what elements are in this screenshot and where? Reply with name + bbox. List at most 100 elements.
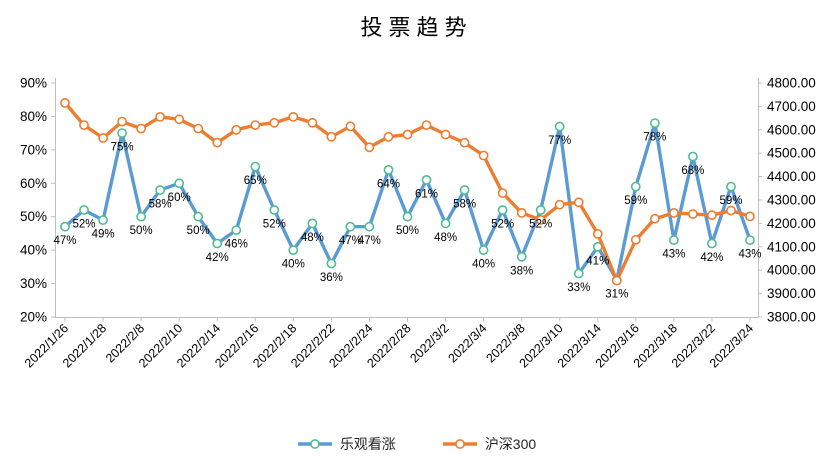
data-point-label: 50% (130, 225, 153, 237)
data-point-marker (269, 117, 280, 128)
x-axis-tick-label: 2022/3/2 (407, 321, 451, 365)
data-point-marker (535, 205, 546, 215)
data-point-label: 58% (453, 199, 476, 211)
data-point-marker (478, 245, 489, 255)
data-point-marker (155, 112, 165, 122)
data-point-label: 52% (529, 219, 552, 231)
data-point-marker (459, 137, 470, 148)
left-axis-tick-label: 70% (20, 142, 47, 157)
data-point-marker (650, 213, 660, 224)
data-point-marker (79, 120, 89, 130)
data-point-marker (516, 207, 527, 218)
data-point-marker (250, 120, 261, 130)
data-point-marker (421, 174, 432, 185)
data-point-label: 42% (700, 252, 723, 264)
data-point-label: 75% (111, 142, 134, 154)
data-point-label: 59% (719, 195, 742, 207)
data-point-label: 50% (396, 225, 419, 237)
data-point-marker (250, 161, 261, 172)
left-axis-tick-label: 40% (20, 243, 47, 258)
x-axis: 2022/1/262022/1/282022/2/82022/2/102022/… (22, 317, 756, 370)
data-point-label: 38% (510, 265, 533, 277)
chart-title: 投票趋势 (360, 16, 473, 41)
data-point-label: 47% (339, 235, 362, 247)
data-point-marker (650, 118, 660, 128)
data-point-marker (573, 197, 584, 208)
data-point-marker (383, 131, 394, 142)
right-axis: 3800.00 3900.00 4000.00 4100.00 4200.00 4300.… (758, 76, 816, 325)
data-point-label: 52% (72, 219, 95, 231)
data-point-marker (60, 221, 70, 232)
left-axis: 20% 30% 40% 50% 60% 70% 80% 90% (20, 76, 55, 325)
data-point-marker (98, 215, 108, 225)
data-point-marker (402, 129, 413, 140)
data-point-label: 49% (92, 229, 115, 241)
data-point-marker (117, 116, 127, 127)
data-point-marker (688, 209, 698, 219)
legend-marker (309, 439, 320, 449)
right-axis-tick-label: 4400.00 (767, 169, 816, 184)
bullish-series (60, 118, 755, 286)
hs300-line-marker-icon (442, 439, 477, 449)
data-point-marker (79, 205, 89, 215)
legend-label-hs300: 沪深300 (484, 436, 537, 452)
data-point-marker (307, 218, 318, 229)
data-point-marker (193, 123, 204, 134)
data-point-marker (440, 218, 451, 229)
left-axis-tick-label: 20% (20, 310, 47, 325)
data-point-marker (212, 137, 223, 148)
data-point-marker (497, 188, 508, 198)
data-point-label: 52% (263, 219, 286, 231)
right-axis-tick-label: 4500.00 (767, 146, 816, 161)
data-point-marker (155, 185, 165, 195)
data-point-label: 52% (491, 219, 514, 231)
data-point-marker (745, 211, 755, 222)
data-point-label: 33% (567, 282, 590, 294)
axes (55, 78, 759, 318)
data-point-label: 60% (168, 192, 191, 204)
left-axis-tick-label: 60% (20, 176, 47, 191)
data-point-marker (630, 234, 641, 245)
data-point-marker (592, 228, 603, 239)
data-point-label: 61% (415, 188, 438, 200)
hs300-series (60, 98, 755, 286)
data-point-marker (421, 120, 432, 130)
data-point-label: 47% (358, 235, 381, 247)
data-point-label: 64% (377, 178, 400, 190)
data-point-marker (288, 245, 299, 255)
right-axis-tick-label: 4800.00 (767, 76, 816, 91)
right-axis-tick-label: 4200.00 (767, 216, 816, 231)
data-point-label: 47% (53, 235, 76, 247)
bullish-line-marker-icon (297, 439, 332, 449)
right-axis-tick-label: 3900.00 (767, 286, 816, 301)
data-point-marker (364, 221, 375, 232)
left-axis-tick-label: 50% (20, 209, 47, 224)
data-point-label: 42% (206, 252, 229, 264)
data-point-label: 78% (643, 132, 666, 144)
left-axis-tick-label: 30% (20, 276, 47, 291)
data-point-label: 48% (434, 232, 457, 244)
data-point-marker (630, 181, 641, 192)
legend-item-hs300: 沪深300 (442, 434, 536, 454)
data-point-marker (136, 123, 146, 134)
left-axis-tick-label: 90% (20, 76, 47, 91)
x-axis-tick-label: 2022/3/4 (445, 321, 489, 365)
data-point-marker (326, 258, 337, 269)
data-point-marker (516, 251, 527, 262)
data-point-marker (174, 114, 185, 125)
right-axis-tick-label: 4700.00 (767, 99, 816, 114)
legend-marker (454, 439, 465, 449)
data-point-label: 48% (301, 232, 324, 244)
data-point-marker (345, 121, 356, 132)
data-point-label: 65% (244, 175, 267, 187)
data-point-label: 43% (738, 249, 761, 261)
data-point-label: 31% (605, 289, 628, 301)
data-labels: 47%52%49%75%50%58%60%50%42%46%65%52%40%4… (53, 132, 761, 301)
right-axis-tick-label: 4300.00 (767, 193, 816, 208)
data-point-marker (345, 221, 356, 232)
data-point-label: 40% (472, 259, 495, 271)
legend-label-bullish: 乐观看涨 (339, 436, 396, 452)
data-point-marker (554, 199, 565, 210)
data-point-marker (364, 142, 375, 153)
